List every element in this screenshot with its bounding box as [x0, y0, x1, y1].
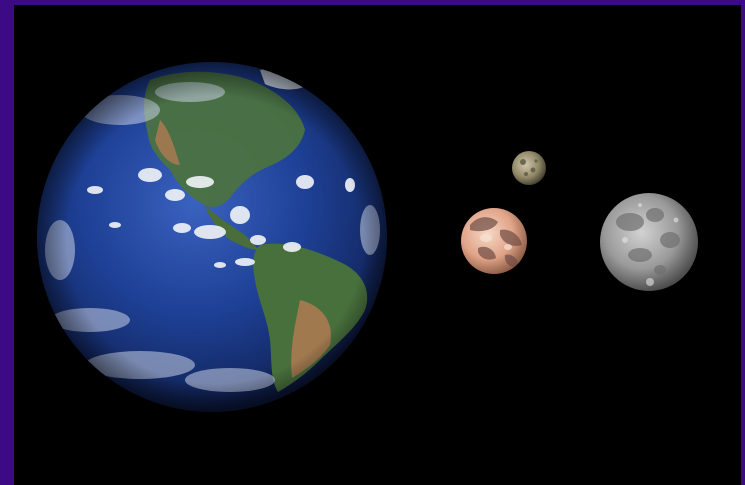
earth-globe-icon: [37, 62, 387, 412]
pink-moon-icon: [461, 208, 527, 274]
grey-moon-icon: [600, 193, 698, 291]
small-moon-icon: [512, 151, 546, 185]
